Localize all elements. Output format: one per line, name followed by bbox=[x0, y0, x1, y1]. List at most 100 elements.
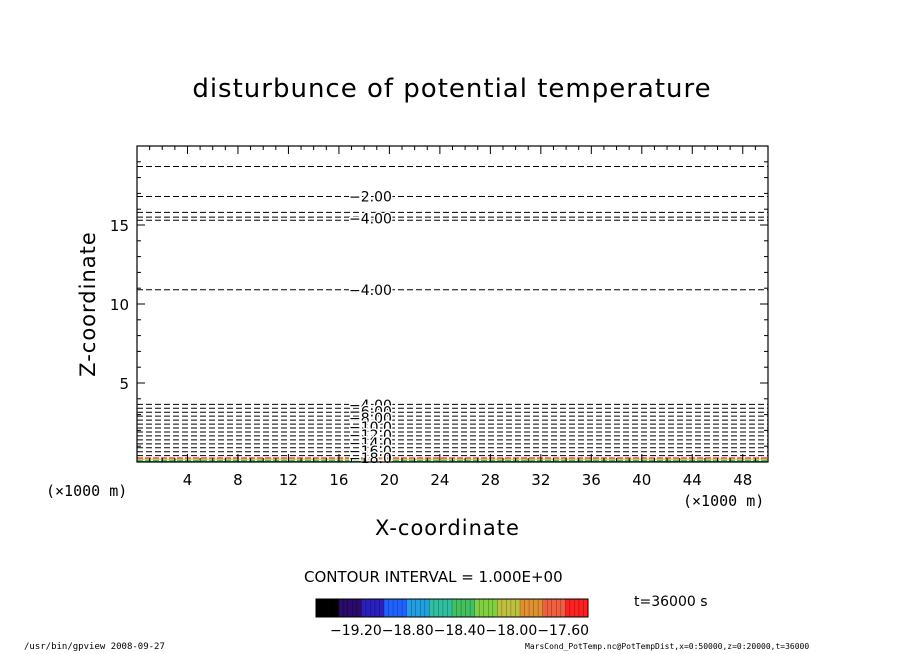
x-tick-label: 4 bbox=[183, 471, 193, 489]
colorbar-cell bbox=[402, 599, 407, 617]
colorbar-cell bbox=[352, 599, 358, 617]
colorbar-cell bbox=[334, 599, 339, 617]
colorbar-cell bbox=[338, 599, 344, 617]
x-tick-label: 36 bbox=[582, 471, 601, 489]
colorbar-cell bbox=[465, 599, 471, 617]
colorbar-cell bbox=[529, 599, 534, 617]
contour-labels: −2.00−4.00−4.00−4.00−6.00−8.00−10.0−12.0… bbox=[348, 188, 394, 468]
x-tick-label: 12 bbox=[279, 471, 298, 489]
x-tick-label: 24 bbox=[430, 471, 449, 489]
x-tick-label: 32 bbox=[531, 471, 550, 489]
contour-label: −10.0 bbox=[349, 420, 392, 436]
axis-ticks bbox=[137, 146, 768, 462]
colorbar-cell bbox=[583, 599, 589, 617]
colorbar-cell bbox=[556, 599, 562, 617]
contour-label: −14.0 bbox=[349, 436, 392, 452]
colorbar-cell bbox=[411, 599, 417, 617]
colorbar-cell bbox=[569, 599, 575, 617]
footer-left: /usr/bin/gpview 2008-09-27 bbox=[24, 642, 165, 652]
colorbar-cell bbox=[329, 599, 335, 617]
contour-label: −4.00 bbox=[349, 212, 392, 228]
colorbar-border bbox=[315, 598, 589, 618]
colorbar-cell bbox=[365, 599, 371, 617]
colorbar-cell bbox=[406, 599, 412, 617]
x-tick-label: 44 bbox=[683, 471, 702, 489]
colorbar-cell bbox=[533, 599, 539, 617]
colorbar-cell bbox=[438, 599, 444, 617]
colorbar-cell bbox=[506, 599, 512, 617]
colorbar-cell bbox=[343, 599, 349, 617]
x-tick-label: 16 bbox=[329, 471, 348, 489]
colorbar-cell bbox=[574, 599, 580, 617]
colorbar-cell bbox=[397, 599, 403, 617]
contour-label: −2.00 bbox=[349, 190, 392, 206]
colorbar-cell bbox=[520, 599, 525, 617]
x-tick-label: 48 bbox=[733, 471, 752, 489]
colorbar-cell bbox=[393, 599, 398, 617]
colorbar-cell bbox=[461, 599, 466, 617]
colorbar-cell bbox=[524, 599, 530, 617]
x-unit-left: (×1000 m) bbox=[46, 482, 128, 500]
colorbar-cell bbox=[429, 599, 435, 617]
colorbar-cell bbox=[447, 599, 453, 617]
y-tick-label: 15 bbox=[110, 217, 129, 235]
contour-label: −4.00 bbox=[349, 398, 392, 414]
colorbar-cell bbox=[320, 599, 326, 617]
colorbar-cell bbox=[420, 599, 426, 617]
colorbar-cell bbox=[542, 599, 548, 617]
colorbar-cell bbox=[370, 599, 376, 617]
colorbar-cell bbox=[347, 599, 353, 617]
colorbar-cell bbox=[501, 599, 507, 617]
contour-interval-text: CONTOUR INTERVAL = 1.000E+00 bbox=[304, 568, 563, 586]
colorbar bbox=[315, 598, 589, 618]
colorbar-cell bbox=[560, 599, 566, 617]
colorbar-cell bbox=[474, 599, 480, 617]
contour-label: −12.0 bbox=[349, 428, 392, 444]
colorbar-cell bbox=[384, 599, 389, 617]
y-tick-label: 10 bbox=[110, 296, 129, 314]
contour-lines bbox=[137, 166, 768, 463]
x-tick-label: 28 bbox=[481, 471, 500, 489]
colorbar-cell bbox=[452, 599, 457, 617]
colorbar-cell bbox=[551, 599, 557, 617]
x-axis-title: X-coordinate bbox=[375, 516, 520, 540]
colorbar-cell bbox=[483, 599, 489, 617]
colorbar-cell bbox=[488, 599, 494, 617]
colorbar-cell bbox=[379, 599, 385, 617]
contour-label: −8.00 bbox=[349, 411, 392, 427]
colorbar-cell bbox=[456, 599, 462, 617]
contour-label: −18.0 bbox=[349, 451, 392, 467]
colorbar-cell bbox=[388, 599, 394, 617]
colorbar-cell bbox=[547, 599, 553, 617]
plot-frame bbox=[136, 145, 769, 463]
colorbar-cell bbox=[424, 599, 430, 617]
colorbar-cell bbox=[492, 599, 498, 617]
time-label: t=36000 s bbox=[634, 594, 708, 610]
x-unit-right: (×1000 m) bbox=[683, 492, 765, 510]
colorbar-cell bbox=[325, 599, 330, 617]
colorbar-cell bbox=[515, 599, 521, 617]
colorbar-tick-labels: −19.20−18.80−18.40−18.00−17.60 bbox=[330, 623, 590, 639]
contour-label: −6.00 bbox=[349, 404, 392, 420]
colorbar-cell bbox=[361, 599, 367, 617]
footer-right: MarsCond_PotTemp.nc@PotTempDist,x=0:5000… bbox=[525, 642, 810, 651]
colorbar-cell bbox=[479, 599, 485, 617]
colorbar-cell bbox=[510, 599, 516, 617]
x-tick-label: 20 bbox=[380, 471, 399, 489]
colorbar-cell bbox=[316, 599, 321, 617]
x-tick-label: 40 bbox=[632, 471, 651, 489]
colorbar-cell bbox=[538, 599, 543, 617]
colorbar-cell bbox=[356, 599, 362, 617]
colorbar-cell bbox=[442, 599, 448, 617]
colorbar-cell bbox=[578, 599, 584, 617]
colorbar-cell bbox=[433, 599, 439, 617]
y-axis-title: Z-coordinate bbox=[76, 231, 100, 377]
y-tick-label: 5 bbox=[119, 375, 129, 393]
chart-title: disturbunce of potential temperature bbox=[192, 74, 712, 104]
contour-label: −16.0 bbox=[349, 444, 392, 460]
x-tick-label: 8 bbox=[233, 471, 243, 489]
contour-label: −4.00 bbox=[349, 283, 392, 299]
colorbar-cell bbox=[470, 599, 475, 617]
